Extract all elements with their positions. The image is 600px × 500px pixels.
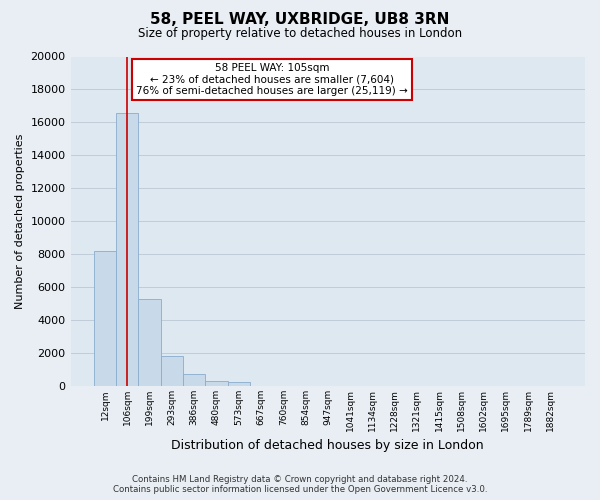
Bar xyxy=(205,382,227,386)
Text: 58, PEEL WAY, UXBRIDGE, UB8 3RN: 58, PEEL WAY, UXBRIDGE, UB8 3RN xyxy=(151,12,449,28)
Bar xyxy=(227,382,250,386)
Bar xyxy=(116,112,139,386)
Text: Contains HM Land Registry data © Crown copyright and database right 2024.
Contai: Contains HM Land Registry data © Crown c… xyxy=(113,474,487,494)
Text: Size of property relative to detached houses in London: Size of property relative to detached ho… xyxy=(138,28,462,40)
Bar xyxy=(94,251,116,386)
Y-axis label: Number of detached properties: Number of detached properties xyxy=(15,134,25,309)
X-axis label: Distribution of detached houses by size in London: Distribution of detached houses by size … xyxy=(172,440,484,452)
Bar xyxy=(161,356,183,386)
Text: 58 PEEL WAY: 105sqm
← 23% of detached houses are smaller (7,604)
76% of semi-det: 58 PEEL WAY: 105sqm ← 23% of detached ho… xyxy=(136,63,408,96)
Bar xyxy=(183,374,205,386)
Bar xyxy=(139,299,161,386)
